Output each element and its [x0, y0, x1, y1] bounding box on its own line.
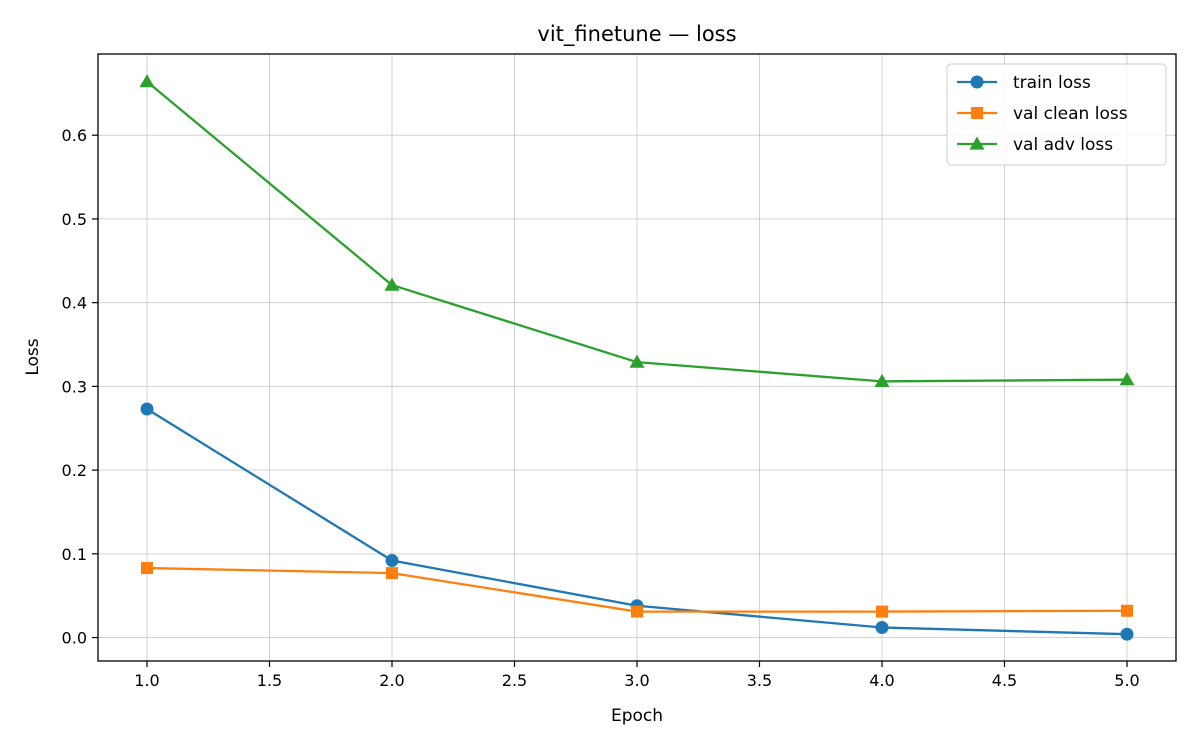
data-point	[875, 621, 889, 635]
series-layer	[139, 74, 1135, 641]
legend-swatch-marker	[970, 75, 984, 89]
data-point	[386, 567, 398, 580]
x-tick-label: 2.0	[379, 671, 404, 690]
x-tick-label: 1.5	[257, 671, 282, 690]
series-val-clean-loss	[141, 562, 1133, 618]
x-tick-label: 3.5	[747, 671, 772, 690]
data-point	[631, 605, 643, 618]
legend-label: val clean loss	[1013, 104, 1128, 124]
y-tick-label: 0.5	[62, 210, 87, 229]
y-axis-label: Loss	[23, 338, 43, 375]
x-tick-label: 5.0	[1114, 671, 1139, 690]
legend-item-val-adv-loss: val adv loss	[957, 135, 1113, 155]
data-point	[1120, 627, 1134, 641]
data-point	[140, 402, 154, 416]
x-tick-label: 4.0	[869, 671, 894, 690]
x-tick-label: 1.0	[134, 671, 159, 690]
y-tick-label: 0.0	[62, 629, 87, 648]
legend-item-val-clean-loss: val clean loss	[957, 104, 1128, 124]
y-tick-label: 0.2	[62, 461, 87, 480]
data-point	[1121, 604, 1133, 617]
legend-swatch-marker	[971, 107, 983, 119]
x-tick-label: 2.5	[502, 671, 527, 690]
x-axis-label: Epoch	[611, 706, 663, 726]
legend: train loss val clean loss val adv loss	[946, 63, 1167, 166]
x-tick-label: 4.5	[992, 671, 1017, 690]
y-tick-label: 0.6	[62, 126, 87, 145]
legend-label: val adv loss	[1013, 135, 1113, 155]
data-point	[874, 373, 890, 387]
data-point	[629, 354, 645, 368]
data-point	[1119, 372, 1135, 386]
data-point	[384, 277, 400, 291]
data-point	[139, 74, 155, 88]
y-tick-label: 0.1	[62, 545, 87, 564]
series-val-adv-loss	[139, 74, 1135, 387]
legend-label: train loss	[1013, 73, 1091, 93]
x-tick-label: 3.0	[624, 671, 649, 690]
data-point	[141, 562, 153, 575]
chart-title: vit_finetune — loss	[537, 22, 736, 47]
ticks: 1.0 1.5 2.0 2.5 3.0 3.5 4.0 4.5 5.0 0.0 0.1 0.2 0.3 0…	[62, 126, 1140, 690]
grid	[98, 54, 1176, 661]
data-point	[385, 554, 399, 568]
legend-item-train-loss: train loss	[957, 73, 1091, 93]
legend-box	[946, 63, 1167, 166]
data-point	[876, 605, 888, 618]
y-tick-label: 0.4	[62, 294, 87, 313]
legend-swatch-marker	[969, 136, 985, 150]
y-tick-label: 0.3	[62, 377, 87, 396]
